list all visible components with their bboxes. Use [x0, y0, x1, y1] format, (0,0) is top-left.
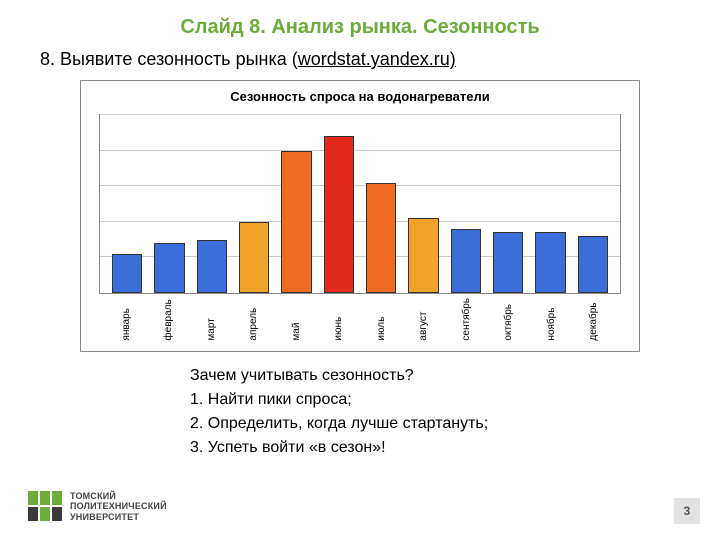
x-label-slot: сентябрь: [445, 298, 488, 341]
bar: [112, 254, 142, 293]
x-label-slot: декабрь: [573, 298, 616, 341]
x-label: апрель: [248, 298, 259, 341]
x-label: февраль: [163, 298, 174, 341]
x-label-slot: февраль: [148, 298, 191, 341]
bar: [239, 222, 269, 293]
body-line-3: 3. Успеть войти «в сезон»!: [190, 436, 720, 460]
bar-slot: [402, 115, 444, 293]
bar-slot: [191, 115, 233, 293]
logo-square: [28, 507, 38, 521]
bar-slot: [445, 115, 487, 293]
x-axis-labels: январь февраль март апрель май июнь июль август…: [99, 298, 621, 341]
bar: [578, 236, 608, 293]
bar: [451, 229, 481, 293]
x-label: декабрь: [588, 298, 599, 341]
bar: [366, 183, 396, 293]
x-label-slot: май: [275, 298, 318, 341]
bar-slot: [275, 115, 317, 293]
bar-slot: [106, 115, 148, 293]
bar: [154, 243, 184, 293]
bar: [535, 232, 565, 293]
x-label-slot: март: [190, 298, 233, 341]
x-label: август: [418, 298, 429, 341]
logo-square: [40, 507, 50, 521]
bar-slot: [572, 115, 614, 293]
x-label: январь: [121, 298, 132, 341]
body-line-2: 2. Определить, когда лучше стартануть;: [190, 412, 720, 436]
x-label-slot: июнь: [318, 298, 361, 341]
logo-square: [52, 507, 62, 521]
chart-title: Сезонность спроса на водонагреватели: [81, 89, 639, 104]
x-label: ноябрь: [546, 298, 557, 341]
bar-slot: [487, 115, 529, 293]
x-label-slot: июль: [360, 298, 403, 341]
subtitle-prefix: 8. Выявите сезонность рынка (: [40, 49, 298, 69]
x-label: сентябрь: [461, 298, 472, 341]
bar-slot: [529, 115, 571, 293]
body-line-1: 1. Найти пики спроса;: [190, 388, 720, 412]
logo-mark: [28, 491, 62, 521]
org-line-2: ПОЛИТЕХНИЧЕСКИЙ: [70, 501, 167, 511]
x-label: июнь: [333, 298, 344, 341]
x-label-slot: октябрь: [488, 298, 531, 341]
x-label: май: [291, 298, 302, 341]
bar: [408, 218, 438, 293]
x-label-slot: август: [403, 298, 446, 341]
bar: [493, 232, 523, 293]
x-label-slot: январь: [105, 298, 148, 341]
x-label: июль: [376, 298, 387, 341]
bar-slot: [233, 115, 275, 293]
slide-title: Слайд 8. Анализ рынка. Сезонность: [0, 0, 720, 49]
logo-square: [52, 491, 62, 505]
chart-container: Сезонность спроса на водонагреватели янв…: [80, 80, 640, 352]
logo-text: ТОМСКИЙ ПОЛИТЕХНИЧЕСКИЙ УНИВЕРСИТЕТ: [70, 491, 167, 522]
x-label-slot: ноябрь: [530, 298, 573, 341]
bar-slot: [360, 115, 402, 293]
org-line-1: ТОМСКИЙ: [70, 491, 167, 501]
page-number: 3: [674, 498, 700, 524]
org-line-3: УНИВЕРСИТЕТ: [70, 512, 167, 522]
bar: [197, 240, 227, 293]
x-label: март: [206, 298, 217, 341]
logo-square: [40, 491, 50, 505]
body-question: Зачем учитывать сезонность?: [190, 364, 720, 388]
body-text: Зачем учитывать сезонность? 1. Найти пик…: [190, 364, 720, 460]
bar-slot: [148, 115, 190, 293]
x-label-slot: апрель: [233, 298, 276, 341]
subtitle: 8. Выявите сезонность рынка (wordstat.ya…: [0, 49, 720, 80]
footer-logo: ТОМСКИЙ ПОЛИТЕХНИЧЕСКИЙ УНИВЕРСИТЕТ: [28, 491, 167, 522]
bar: [281, 151, 311, 293]
bars-group: [100, 115, 620, 293]
bar-slot: [318, 115, 360, 293]
logo-square: [28, 491, 38, 505]
bar: [324, 136, 354, 293]
x-label: октябрь: [503, 298, 514, 341]
plot-area: [99, 114, 621, 294]
subtitle-link[interactable]: wordstat.yandex.ru): [298, 49, 456, 69]
